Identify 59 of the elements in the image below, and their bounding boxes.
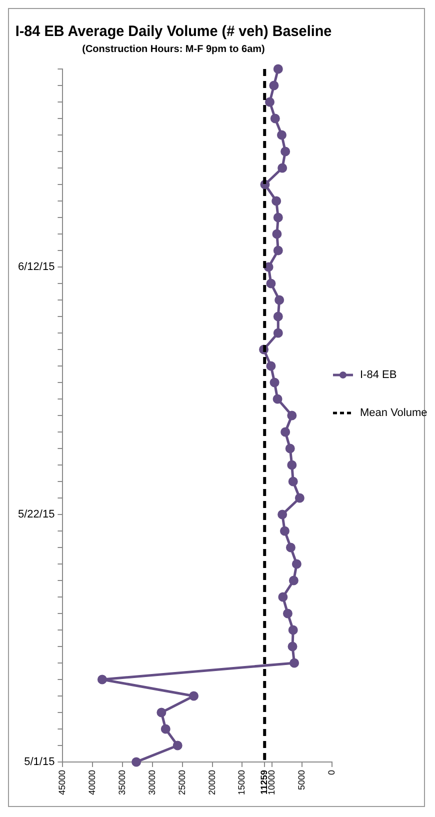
point	[290, 658, 300, 668]
point	[266, 278, 276, 288]
point	[287, 460, 297, 470]
point	[160, 724, 170, 734]
point	[273, 64, 283, 74]
x-tick-label: 30000	[146, 770, 157, 796]
point	[270, 114, 280, 124]
point	[287, 410, 297, 420]
point	[132, 757, 142, 767]
point	[273, 328, 283, 338]
point	[272, 196, 282, 206]
x-tick-label: 0	[326, 770, 336, 775]
x-tick-label: 10000	[266, 770, 277, 796]
legend-label: I-84 EB	[360, 369, 397, 381]
point	[292, 559, 302, 569]
point	[189, 691, 199, 701]
point	[280, 526, 290, 536]
x-tick-label: 5000	[296, 770, 307, 790]
point	[265, 97, 275, 107]
point	[294, 493, 304, 503]
point	[269, 80, 279, 90]
point	[278, 163, 288, 173]
point	[276, 130, 286, 140]
ref-line-label: Mean Volume	[360, 407, 428, 419]
point	[278, 510, 288, 520]
point	[172, 740, 182, 750]
point	[272, 394, 282, 404]
point	[273, 212, 283, 222]
point	[286, 542, 296, 552]
point	[270, 378, 280, 388]
y-tick-label: 6/12/15	[18, 261, 55, 274]
y-tick-label: 5/22/15	[18, 508, 55, 521]
x-tick-label: 25000	[176, 770, 187, 796]
point	[266, 361, 276, 371]
x-tick-label: 15000	[236, 770, 247, 796]
point	[273, 312, 283, 322]
point	[278, 592, 288, 602]
chart-title: I-84 EB Average Daily Volume (# veh) Baseline	[15, 24, 332, 40]
point	[288, 642, 298, 652]
x-tick-label: 45000	[57, 770, 68, 796]
x-tick-label: 20000	[206, 770, 217, 796]
point	[156, 708, 166, 718]
point	[280, 427, 290, 437]
x-tick-label: 11259	[259, 770, 270, 795]
x-tick-label: 40000	[87, 770, 98, 796]
point	[273, 246, 283, 256]
point	[282, 608, 292, 618]
point	[97, 674, 107, 684]
point	[264, 262, 274, 272]
point	[280, 146, 290, 156]
x-tick-label: 35000	[117, 770, 128, 796]
point	[285, 444, 295, 454]
point	[288, 476, 298, 486]
point	[274, 295, 284, 305]
chart-subtitle: (Construction Hours: M-F 9pm to 6am)	[82, 44, 265, 55]
point	[288, 625, 298, 635]
point	[288, 576, 298, 586]
y-tick-label: 5/1/15	[24, 756, 55, 768]
point	[272, 229, 282, 239]
